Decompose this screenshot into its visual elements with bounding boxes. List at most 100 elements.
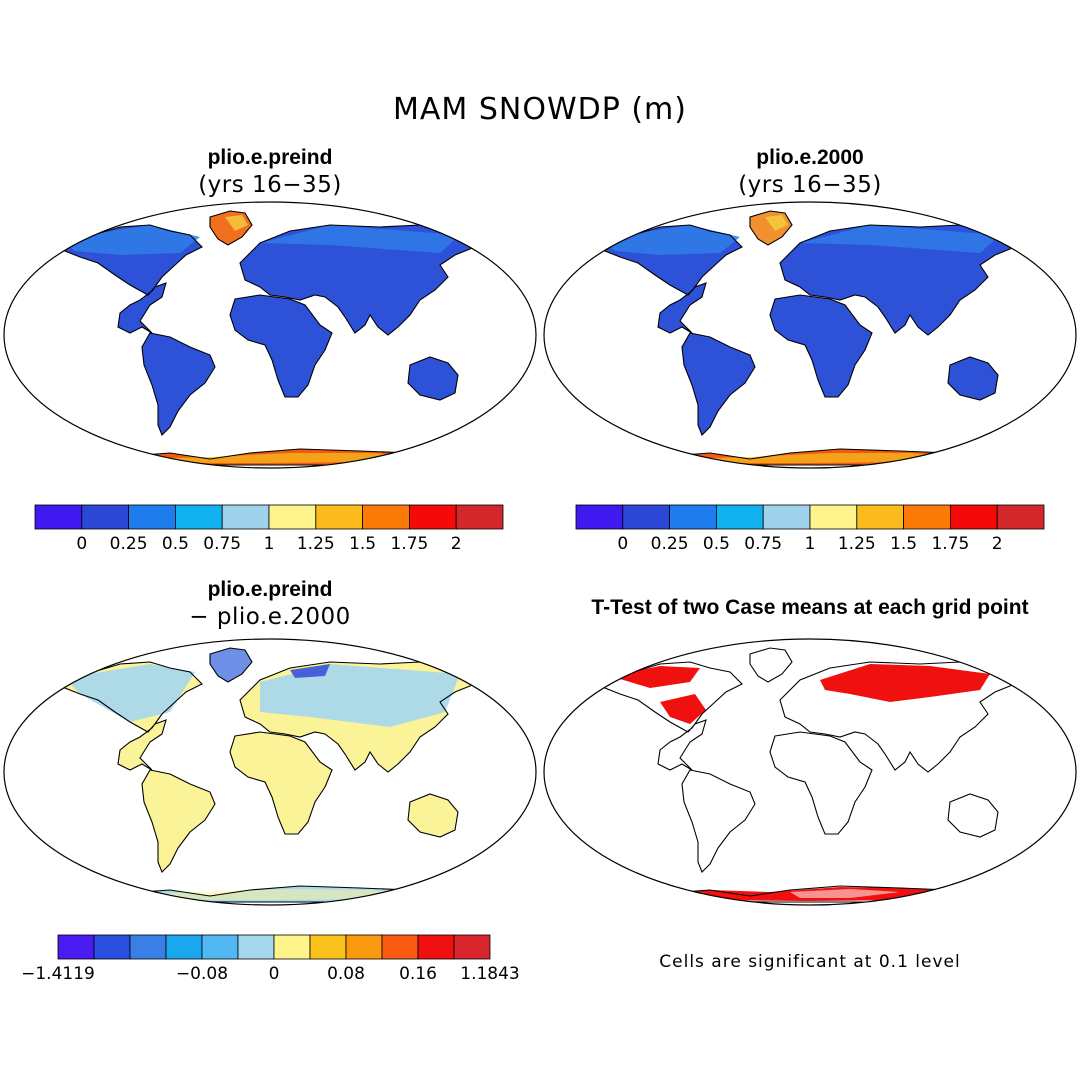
colorbar-panel-3: −1.4119 −0.08 0 0.08 0.16 1.1843 [21, 934, 520, 984]
colorbar-swatch [201, 934, 239, 960]
map-panel-2 [543, 201, 1077, 469]
greenland-fill [210, 648, 252, 682]
map-panel-4 [543, 638, 1077, 906]
colorbar-tick-label: 0.75 [744, 534, 782, 554]
africa-coastline [769, 731, 873, 835]
colorbar-swatch [903, 504, 951, 530]
greenland-coastline [749, 647, 793, 683]
colorbar-swatch [575, 504, 624, 530]
colorbar-swatch [453, 934, 491, 960]
map-content [594, 647, 1017, 903]
high-latitude-band [60, 225, 200, 255]
colorbar-tick-label: 0.5 [703, 534, 730, 554]
colorbar-swatch [81, 504, 130, 530]
high-latitude-band [65, 664, 195, 722]
colorbar-swatch [268, 504, 317, 530]
colorbar-swatch [455, 504, 504, 530]
high-latitude-band [800, 225, 1000, 253]
greenland-fill [750, 211, 792, 245]
map-border [3, 201, 537, 469]
significant-region [660, 694, 706, 724]
colorbar-swatch [129, 934, 167, 960]
greenland-interior [225, 215, 248, 231]
eurasia-coastline [239, 661, 477, 773]
south-america-fill [682, 333, 755, 435]
colorbar-tick-label: 1 [805, 534, 816, 554]
eurasia-fill [780, 225, 1015, 335]
map-content [54, 210, 477, 466]
map-panel-1 [3, 201, 537, 469]
panel-3-subtitle: − plio.e.2000 [189, 604, 351, 630]
colorbar-swatch [315, 504, 363, 530]
colorbar-tick-label: 1.75 [931, 534, 969, 554]
map-content [594, 210, 1017, 466]
africa-coastline [229, 731, 333, 835]
map-border [3, 638, 537, 906]
south-america-coastline [681, 769, 756, 873]
colorbar-swatch [669, 504, 717, 530]
africa-fill [770, 732, 872, 834]
greenland-interior [765, 215, 788, 231]
south-america-coastline [141, 332, 216, 436]
colorbar-swatch [34, 504, 83, 530]
panel-3-title: plio.e.preind [207, 578, 333, 601]
australia-coastline [407, 356, 459, 401]
colorbar-swatch [762, 504, 811, 530]
map-border [543, 638, 1077, 906]
colorbar-tick-label: 1.5 [349, 534, 376, 554]
north-america-coastline [594, 224, 743, 334]
colorbar-swatch [408, 504, 457, 530]
colorbar-swatch [622, 504, 670, 530]
high-latitude-band [260, 664, 460, 727]
colorbar-tick-label: 0 [76, 534, 87, 554]
colorbar-tick-label: 0 [269, 964, 280, 984]
eurasia-fill [240, 225, 475, 335]
north-america-coastline [54, 661, 203, 771]
south-america-fill [142, 770, 215, 872]
north-america-coastline [594, 661, 743, 771]
colorbar-swatch [345, 934, 383, 960]
greenland-coastline [209, 647, 253, 683]
colorbar-tick-label: 0.25 [110, 534, 148, 554]
south-america-coastline [141, 769, 216, 873]
map-border [543, 201, 1077, 469]
colorbar-swatch [174, 504, 223, 530]
eurasia-coastline [779, 661, 1017, 773]
colorbar-tick-label: 1 [264, 534, 275, 554]
greenland-coastline [749, 210, 793, 246]
colorbar-tick-label: 0.16 [399, 964, 437, 984]
colorbar-tick-label: −0.08 [176, 964, 228, 984]
colorbar-tick-label: 1.75 [390, 534, 428, 554]
colorbar-swatch [950, 504, 998, 530]
panel-1-title: plio.e.preind [207, 146, 333, 169]
colorbar-tick-label: 0 [617, 534, 628, 554]
australia-coastline [947, 793, 999, 838]
colorbar-swatch [996, 504, 1045, 530]
australia-fill [948, 357, 998, 400]
colorbar-tick-label: −1.4119 [21, 964, 95, 984]
south-america-coastline [681, 332, 756, 436]
colorbar-tick-label: 2 [992, 534, 1003, 554]
panel-2-title: plio.e.2000 [756, 146, 864, 169]
colorbar-swatch [417, 934, 455, 960]
africa-coastline [229, 294, 333, 398]
colorbar-panel-2: 0 0.25 0.5 0.75 1 1.25 1.5 1.75 2 [575, 504, 1045, 554]
panel-2-subtitle: (yrs 16−35) [738, 172, 882, 198]
north-america-coastline [54, 224, 203, 334]
south-america-fill [142, 333, 215, 435]
antarctica-mixed [790, 889, 900, 898]
africa-coastline [769, 294, 873, 398]
greenland-coastline [209, 210, 253, 246]
africa-fill [230, 732, 332, 834]
colorbar-tick-label: 0.08 [327, 964, 365, 984]
greenland-fill [210, 211, 252, 245]
colorbar-swatch [93, 934, 131, 960]
colorbar-swatch [57, 934, 95, 960]
significant-region [820, 664, 990, 702]
colorbar-swatch [221, 504, 270, 530]
australia-fill [408, 357, 458, 400]
africa-fill [770, 295, 872, 397]
greenland-fill [750, 648, 792, 682]
colorbar-swatch [309, 934, 347, 960]
australia-fill [408, 794, 458, 837]
